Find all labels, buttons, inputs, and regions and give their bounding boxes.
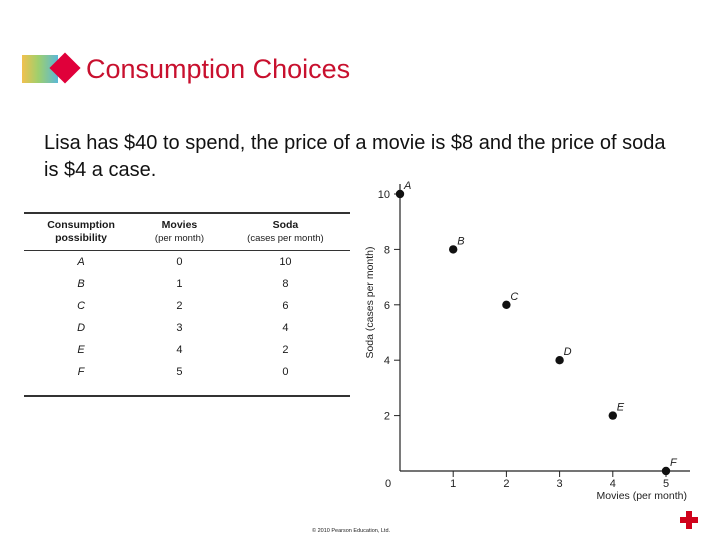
point-label-f: F <box>670 457 678 469</box>
point-label-b: B <box>457 235 464 247</box>
slide-body-text: Lisa has $40 to spend, the price of a mo… <box>44 132 666 181</box>
data-point-b <box>449 245 458 254</box>
row-soda: 2 <box>282 344 289 356</box>
table-header-row: Consumption possibility Movies (per mont… <box>24 212 350 251</box>
row-movies: 5 <box>176 366 183 378</box>
row-label: A <box>77 256 85 268</box>
row-movies: 1 <box>176 278 183 290</box>
y-tick-label: 4 <box>384 355 390 367</box>
consumption-possibilities-table: Consumption possibility Movies (per mont… <box>24 212 350 397</box>
table-bottom-rule <box>24 383 350 397</box>
table-row: A 0 10 <box>24 251 350 274</box>
table-row: F 5 0 <box>24 361 350 383</box>
header-soda-unit: (cases per month) <box>247 233 324 244</box>
row-movies: 0 <box>176 256 183 268</box>
header-possibility-line2: possibility <box>55 232 107 244</box>
header-movies-unit: (per month) <box>154 233 205 244</box>
row-soda: 4 <box>282 322 289 334</box>
header-soda: Soda (cases per month) <box>220 212 350 251</box>
table-row: D 3 4 <box>24 317 350 339</box>
header-soda-title: Soda <box>272 219 299 231</box>
row-label: C <box>77 300 86 312</box>
data-point-e <box>608 411 617 420</box>
row-label: D <box>77 322 86 334</box>
row-soda: 10 <box>279 256 292 268</box>
row-movies: 2 <box>176 300 183 312</box>
x-tick-label: 2 <box>503 478 509 490</box>
row-label: E <box>77 344 85 356</box>
point-label-e: E <box>617 402 625 414</box>
origin-label: 0 <box>385 478 391 490</box>
y-axis-label: Soda (cases per month) <box>364 246 376 358</box>
x-tick-label: 3 <box>557 478 563 490</box>
x-tick-label: 5 <box>663 478 669 490</box>
data-point-a <box>395 189 405 199</box>
y-tick-label: 8 <box>384 244 390 256</box>
y-tick-label: 6 <box>384 300 390 312</box>
row-soda: 0 <box>282 366 289 378</box>
y-tick-label: 10 <box>378 189 390 201</box>
table-row: E 4 2 <box>24 339 350 361</box>
copyright-notice: © 2010 Pearson Education, Ltd. <box>312 528 391 534</box>
slide-title: Consumption Choices <box>86 54 351 84</box>
y-tick-label: 2 <box>384 411 390 423</box>
point-label-a: A <box>403 180 411 192</box>
row-soda: 8 <box>282 278 289 290</box>
data-point-d <box>555 356 564 365</box>
row-movies: 3 <box>176 322 183 334</box>
row-soda: 6 <box>282 300 289 312</box>
row-movies: 4 <box>176 344 183 356</box>
header-possibility-line1: Consumption <box>47 219 115 231</box>
x-tick-label: 4 <box>610 478 616 490</box>
pearson-logo-icon <box>680 511 698 529</box>
point-label-d: D <box>564 346 572 358</box>
data-point-f <box>661 466 671 476</box>
table-row: B 1 8 <box>24 273 350 295</box>
title-decoration <box>22 52 81 86</box>
header-movies: Movies (per month) <box>138 212 221 251</box>
row-label: F <box>77 366 85 378</box>
row-label: B <box>77 278 85 290</box>
x-tick-label: 1 <box>450 478 456 490</box>
point-label-c: C <box>510 291 518 303</box>
header-possibility: Consumption possibility <box>24 212 139 251</box>
x-axis-label: Movies (per month) <box>597 490 687 502</box>
table-row: C 2 6 <box>24 295 350 317</box>
data-point-c <box>502 300 511 309</box>
header-movies-title: Movies <box>161 219 198 231</box>
